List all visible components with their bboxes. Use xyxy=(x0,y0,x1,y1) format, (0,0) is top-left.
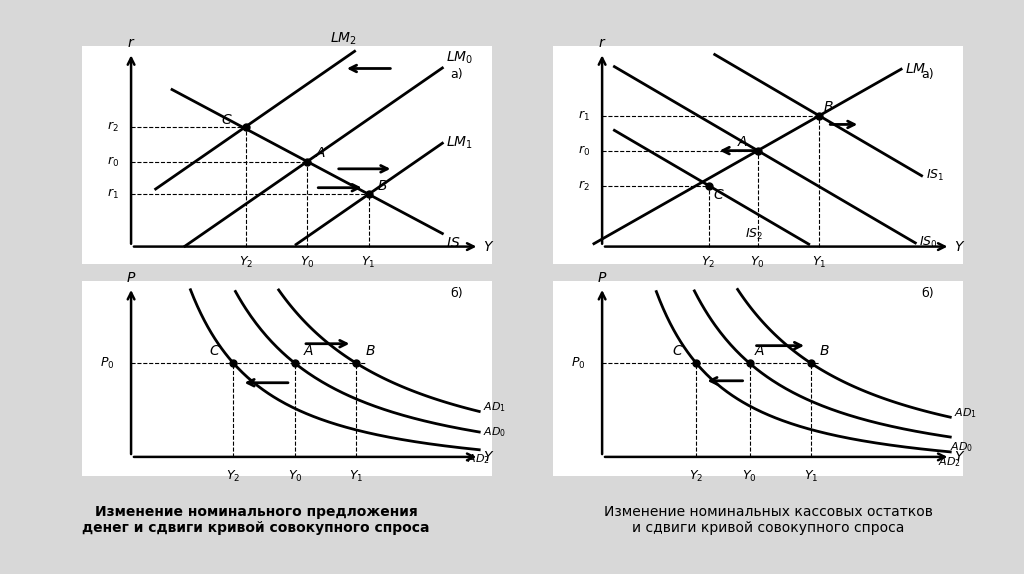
Text: $A$: $A$ xyxy=(315,146,327,160)
Text: $Y_2$: $Y_2$ xyxy=(239,255,253,270)
Text: $AD_0$: $AD_0$ xyxy=(483,425,507,439)
Text: $C$: $C$ xyxy=(713,188,724,201)
Text: $LM$: $LM$ xyxy=(905,62,927,76)
Text: $Y_2$: $Y_2$ xyxy=(226,468,241,484)
Text: $B$: $B$ xyxy=(819,344,829,358)
Text: б): б) xyxy=(922,287,934,300)
Text: $P$: $P$ xyxy=(597,271,607,285)
Text: $Y_1$: $Y_1$ xyxy=(349,468,364,484)
Text: Изменение номинального предложения
денег и сдвиги кривой совокупного спроса: Изменение номинального предложения денег… xyxy=(82,505,430,536)
Text: $B$: $B$ xyxy=(823,100,834,114)
Text: $C$: $C$ xyxy=(209,344,220,358)
Text: $Y_0$: $Y_0$ xyxy=(751,255,765,270)
Text: а): а) xyxy=(451,68,463,81)
Text: $B$: $B$ xyxy=(365,344,375,358)
Text: $Y$: $Y$ xyxy=(483,239,495,254)
Text: $IS_1$: $IS_1$ xyxy=(926,168,944,183)
Text: $P_0$: $P_0$ xyxy=(100,356,115,371)
Text: $B$: $B$ xyxy=(377,179,387,193)
Text: $IS_2$: $IS_2$ xyxy=(744,227,763,242)
Text: $r_0$: $r_0$ xyxy=(578,144,590,158)
Text: $AD_2$: $AD_2$ xyxy=(467,453,489,467)
Text: $Y$: $Y$ xyxy=(954,450,966,464)
Text: б): б) xyxy=(451,287,463,300)
Text: $LM_0$: $LM_0$ xyxy=(446,49,474,66)
Text: $AD_1$: $AD_1$ xyxy=(483,401,506,414)
Text: $Y_0$: $Y_0$ xyxy=(300,255,314,270)
Text: $r_1$: $r_1$ xyxy=(578,108,590,123)
Text: $AD_0$: $AD_0$ xyxy=(950,440,974,453)
Text: $IS$: $IS$ xyxy=(446,236,461,250)
Text: $IS_0$: $IS_0$ xyxy=(920,235,938,250)
Text: $Y_0$: $Y_0$ xyxy=(288,468,302,484)
Text: $Y_1$: $Y_1$ xyxy=(361,255,376,270)
Text: $Y_2$: $Y_2$ xyxy=(701,255,716,270)
Text: $A$: $A$ xyxy=(754,344,765,358)
Text: $Y_2$: $Y_2$ xyxy=(689,468,703,484)
Text: $C$: $C$ xyxy=(672,344,683,358)
Text: Изменение номинальных кассовых остатков
и сдвиги кривой совокупного спроса: Изменение номинальных кассовых остатков … xyxy=(603,505,933,536)
Text: $r_1$: $r_1$ xyxy=(106,187,119,201)
Text: $LM_2$: $LM_2$ xyxy=(330,30,357,47)
Text: $A$: $A$ xyxy=(737,135,749,149)
Text: $r_2$: $r_2$ xyxy=(108,119,119,134)
Text: $Y_0$: $Y_0$ xyxy=(742,468,757,484)
Text: $AD_2$: $AD_2$ xyxy=(938,455,961,468)
Text: $r$: $r$ xyxy=(127,36,135,51)
Text: $Y$: $Y$ xyxy=(483,450,495,464)
Text: $Y$: $Y$ xyxy=(954,239,966,254)
Text: $Y_1$: $Y_1$ xyxy=(812,255,826,270)
Text: $Y_1$: $Y_1$ xyxy=(804,468,818,484)
Text: $LM_1$: $LM_1$ xyxy=(446,135,473,152)
Text: $A$: $A$ xyxy=(303,344,314,358)
Text: $P_0$: $P_0$ xyxy=(571,356,586,371)
Text: $r_2$: $r_2$ xyxy=(579,179,590,192)
Text: а): а) xyxy=(922,68,934,81)
Text: $AD_1$: $AD_1$ xyxy=(954,406,977,420)
Text: $r_0$: $r_0$ xyxy=(106,154,119,169)
Text: $r$: $r$ xyxy=(598,36,606,51)
Text: $P$: $P$ xyxy=(126,271,136,285)
Text: $C$: $C$ xyxy=(221,114,232,127)
